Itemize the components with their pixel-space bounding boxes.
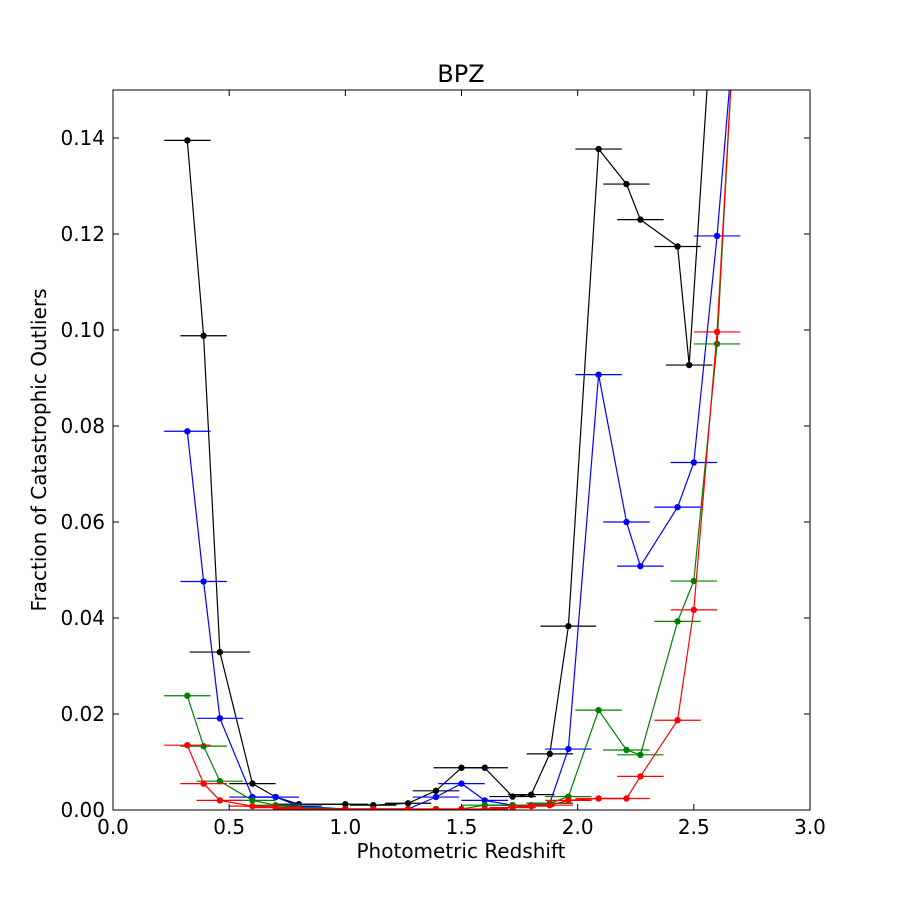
y-tick-label: 0.02 [60,702,105,726]
data-point [216,715,224,722]
x-tick-label: 1.5 [446,815,478,839]
data-point [481,764,488,771]
data-point [565,745,572,753]
data-point [595,371,602,378]
data-point [184,428,191,435]
data-point [184,742,191,749]
y-tick-label: 0.00 [60,798,105,822]
data-point [637,562,644,570]
data-point [565,797,572,804]
y-tick-label: 0.06 [60,510,105,534]
y-tick-label: 0.10 [60,318,105,342]
data-point [730,39,736,45]
data-point [623,795,630,802]
data-point [528,791,535,798]
data-point [200,332,207,339]
x-tick-label: 2.5 [678,815,710,839]
data-point [481,805,488,810]
data-point [595,145,602,153]
data-point [404,805,412,810]
y-tick-label: 0.04 [60,606,105,630]
data-point [730,39,736,45]
data-point [200,742,207,750]
x-axis: 0.0 0.5 1.0 1.5 2.0 2.5 3.0 [97,90,826,839]
data-point [184,692,191,699]
y-tick-label: 0.14 [60,126,105,150]
data-point [674,717,681,724]
data-point [730,39,736,45]
plot-area [164,39,741,810]
data-point [623,180,630,188]
series-3 [164,39,741,810]
data-point [216,778,224,785]
data-point [200,578,207,585]
data-point [546,750,553,758]
data-point [623,518,630,526]
data-point [674,503,681,511]
data-point [272,793,279,801]
series-line [186,90,730,810]
data-point [458,780,465,787]
data-point [637,773,644,780]
series-line [186,90,708,806]
series-line [186,90,732,810]
data-point [481,797,488,804]
y-axis-label: Fraction of Catastrophic Outliers [27,288,51,611]
x-axis-label: Photometric Redshift [357,839,566,863]
data-point [707,39,713,45]
data-point [216,797,224,804]
data-point [565,622,572,630]
data-point [249,780,256,787]
series-1 [164,39,741,810]
data-point [713,340,721,348]
x-tick-label: 1.0 [329,815,361,839]
data-point [216,648,224,656]
data-point [713,232,721,240]
data-point [637,751,644,758]
data-point [546,802,553,809]
data-point [595,795,602,802]
data-point [685,361,693,369]
data-point [595,706,602,714]
data-point [184,137,191,144]
data-point [432,793,440,801]
y-tick-label: 0.12 [60,222,105,246]
data-point [674,243,681,250]
data-point [249,802,256,810]
x-tick-label: 3.0 [794,815,826,839]
data-point [432,805,440,810]
data-point [200,780,207,787]
data-point [432,787,440,794]
series-0 [164,39,713,809]
data-point [623,746,630,754]
data-point [637,216,644,223]
x-tick-label: 2.0 [562,815,594,839]
data-point [404,800,412,807]
data-point [690,459,698,466]
x-tick-label: 0.5 [213,815,245,839]
series-2 [164,39,741,810]
y-axis: 0.00 0.02 0.04 0.06 0.08 0.10 0.12 0.14 [60,126,810,822]
data-point [249,797,256,804]
data-point [674,618,681,625]
data-point [528,802,535,810]
data-point [295,805,303,810]
chart-title: BPZ [437,60,484,88]
data-point [713,328,721,336]
y-tick-label: 0.08 [60,414,105,438]
data-point [370,805,377,810]
data-point [690,606,698,614]
series-line [186,90,732,810]
data-point [690,577,698,585]
x-tick-label: 0.0 [97,815,129,839]
